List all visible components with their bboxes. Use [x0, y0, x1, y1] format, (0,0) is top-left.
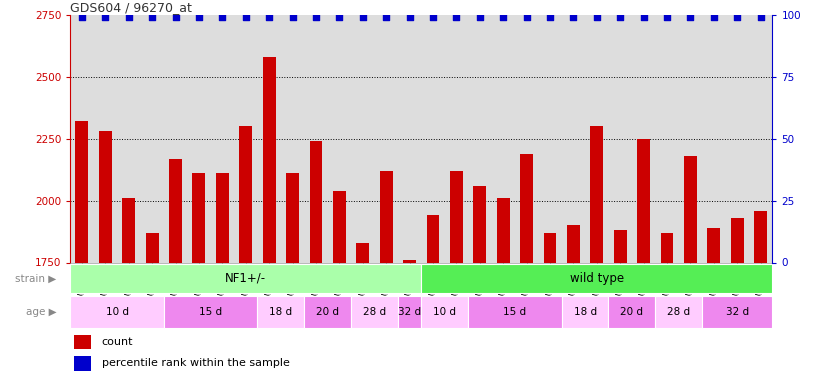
Point	[286, 15, 299, 21]
Bar	[169, 159, 182, 262]
Text: count: count	[102, 337, 133, 347]
Text: NF1+/-: NF1+/-	[225, 272, 266, 285]
Point	[754, 15, 767, 21]
Point	[356, 15, 369, 21]
Bar	[403, 260, 416, 262]
Bar	[637, 139, 650, 262]
Bar	[426, 216, 439, 262]
Bar	[591, 126, 603, 262]
Point	[544, 15, 557, 21]
Point	[99, 15, 112, 21]
Point	[426, 15, 439, 21]
Text: 15 d: 15 d	[503, 307, 526, 317]
Bar	[356, 243, 369, 262]
Point	[449, 15, 463, 21]
Point	[122, 15, 135, 21]
Point	[496, 15, 510, 21]
Bar	[421, 264, 772, 293]
Bar	[310, 141, 322, 262]
Bar	[263, 57, 276, 262]
Bar	[122, 198, 135, 262]
Bar	[496, 198, 510, 262]
Text: 32 d: 32 d	[726, 307, 748, 317]
Bar	[398, 296, 421, 328]
Text: 10 d: 10 d	[433, 307, 456, 317]
Point	[473, 15, 487, 21]
Bar	[562, 296, 609, 328]
Point	[192, 15, 206, 21]
Bar	[74, 356, 92, 370]
Bar	[351, 296, 398, 328]
Text: percentile rank within the sample: percentile rank within the sample	[102, 358, 290, 368]
Bar	[240, 126, 252, 262]
Bar	[655, 296, 702, 328]
Bar	[164, 296, 258, 328]
Text: 32 d: 32 d	[398, 307, 421, 317]
Text: 18 d: 18 d	[573, 307, 596, 317]
Text: GDS604 / 96270_at: GDS604 / 96270_at	[70, 1, 192, 14]
Bar	[609, 296, 655, 328]
Bar	[286, 173, 299, 262]
Bar	[450, 171, 463, 262]
Bar	[684, 156, 697, 262]
Point	[567, 15, 580, 21]
Bar	[567, 225, 580, 262]
Text: 15 d: 15 d	[199, 307, 222, 317]
Bar	[731, 218, 743, 262]
Point	[145, 15, 159, 21]
Bar	[70, 296, 164, 328]
Point	[403, 15, 416, 21]
Bar	[473, 186, 487, 262]
Point	[660, 15, 673, 21]
Bar	[661, 233, 673, 262]
Text: strain ▶: strain ▶	[15, 273, 56, 284]
Point	[707, 15, 720, 21]
Bar	[544, 233, 557, 262]
Bar	[754, 210, 767, 262]
Bar	[707, 228, 720, 262]
Bar	[258, 296, 304, 328]
Bar	[614, 230, 627, 262]
Bar	[216, 173, 229, 262]
Point	[169, 15, 183, 21]
Bar	[702, 296, 772, 328]
Text: 28 d: 28 d	[667, 307, 691, 317]
Point	[637, 15, 650, 21]
Point	[310, 15, 323, 21]
Bar	[468, 296, 562, 328]
Point	[730, 15, 743, 21]
Point	[614, 15, 627, 21]
Bar	[74, 334, 92, 349]
Point	[591, 15, 604, 21]
Bar	[333, 191, 346, 262]
Text: wild type: wild type	[570, 272, 624, 285]
Bar	[380, 171, 392, 262]
Point	[263, 15, 276, 21]
Bar	[520, 154, 533, 262]
Text: 20 d: 20 d	[620, 307, 643, 317]
Text: 10 d: 10 d	[106, 307, 129, 317]
Text: 18 d: 18 d	[269, 307, 292, 317]
Text: age ▶: age ▶	[26, 307, 56, 317]
Bar	[75, 122, 88, 262]
Point	[380, 15, 393, 21]
Point	[240, 15, 253, 21]
Bar	[99, 131, 112, 262]
Point	[684, 15, 697, 21]
Bar	[304, 296, 351, 328]
Bar	[421, 296, 468, 328]
Point	[520, 15, 534, 21]
Bar	[192, 173, 206, 262]
Bar	[70, 264, 421, 293]
Bar	[145, 233, 159, 262]
Point	[333, 15, 346, 21]
Text: 20 d: 20 d	[316, 307, 339, 317]
Text: 28 d: 28 d	[363, 307, 386, 317]
Point	[216, 15, 229, 21]
Point	[75, 15, 88, 21]
